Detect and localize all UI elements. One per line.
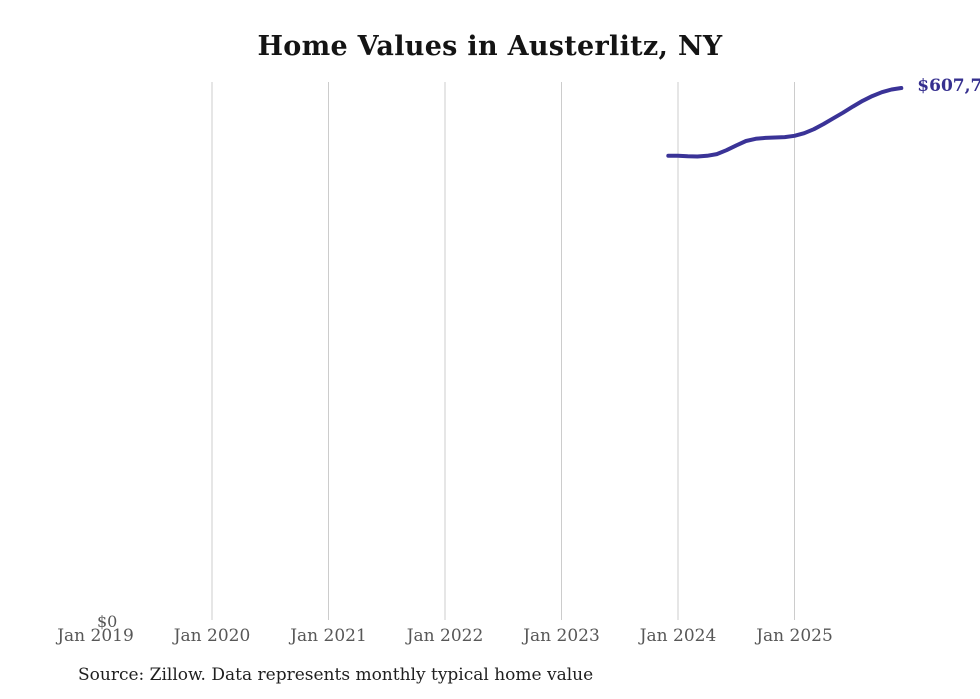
source-note: Source: Zillow. Data represents monthly … bbox=[78, 665, 594, 685]
x-tick-label: Jan 2021 bbox=[290, 626, 367, 646]
gridline-group bbox=[211, 82, 795, 620]
x-tick-label: Jan 2019 bbox=[57, 626, 134, 646]
x-tick-label: Jan 2024 bbox=[639, 626, 717, 646]
chart-title: Home Values in Austerlitz, NY bbox=[257, 31, 723, 62]
x-tick-label: Jan 2025 bbox=[756, 626, 833, 646]
x-tick-label: Jan 2023 bbox=[523, 626, 600, 646]
series-end-value-label: $607,777 bbox=[917, 76, 980, 96]
y-axis-zero-label: $0 bbox=[97, 612, 118, 631]
x-tick-label: Jan 2020 bbox=[173, 626, 251, 646]
home-value-series-line bbox=[666, 86, 904, 159]
x-tick-label: Jan 2022 bbox=[406, 626, 484, 646]
